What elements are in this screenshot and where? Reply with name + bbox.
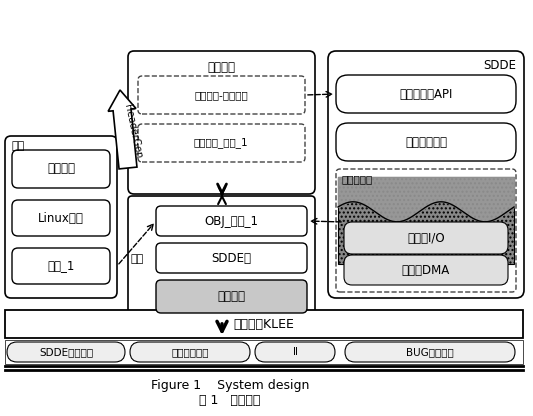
FancyBboxPatch shape [12,150,110,188]
Bar [5,340,523,364]
FancyBboxPatch shape [12,200,110,236]
FancyBboxPatch shape [138,124,305,162]
FancyBboxPatch shape [328,51,524,298]
FancyBboxPatch shape [156,280,307,313]
Text: SDDE: SDDE [483,59,516,72]
Text: 编译依赖-全部驱动: 编译依赖-全部驱动 [194,90,248,100]
FancyBboxPatch shape [7,342,125,362]
Text: Linux内核: Linux内核 [38,211,84,225]
FancyBboxPatch shape [12,248,110,284]
Text: 错误检测代码: 错误检测代码 [405,136,447,149]
Bar [5,310,523,338]
FancyBboxPatch shape [336,169,516,292]
Text: 符号化内核API: 符号化内核API [399,87,453,101]
FancyBboxPatch shape [130,342,250,362]
Text: 图 1   系统设计: 图 1 系统设计 [199,394,261,406]
FancyBboxPatch shape [255,342,335,362]
Text: OBJ_驱动_1: OBJ_驱动_1 [204,215,258,228]
Text: 错误检测模块: 错误检测模块 [171,347,209,357]
FancyBboxPatch shape [336,75,516,113]
FancyBboxPatch shape [344,222,508,254]
Text: 符号化DMA: 符号化DMA [402,263,450,277]
FancyBboxPatch shape [345,342,515,362]
Text: 编译: 编译 [131,254,143,264]
FancyBboxPatch shape [336,123,516,161]
FancyBboxPatch shape [5,136,117,298]
Text: 驱动_1: 驱动_1 [47,260,75,272]
Text: SDDE库: SDDE库 [211,252,251,265]
FancyBboxPatch shape [138,76,305,114]
FancyArrow shape [108,90,137,169]
Text: SDDE支撑模块: SDDE支撑模块 [39,347,93,357]
Text: BUG报告模块: BUG报告模块 [406,347,454,357]
Text: Figure 1    System design: Figure 1 System design [151,379,309,393]
Text: 修改后的KLEE: 修改后的KLEE [233,317,294,330]
Text: 编译依赖_驱动_1: 编译依赖_驱动_1 [193,138,248,149]
FancyBboxPatch shape [128,51,315,194]
Text: Ⅱ: Ⅱ [293,347,297,357]
Text: 执行目标: 执行目标 [217,290,245,304]
FancyBboxPatch shape [344,255,508,285]
Text: 符号化设备: 符号化设备 [341,174,372,184]
Text: 全部驱动: 全部驱动 [47,163,75,176]
Text: 中间数据: 中间数据 [207,61,235,74]
FancyBboxPatch shape [128,196,315,321]
FancyBboxPatch shape [156,243,307,273]
Text: HeaderGen: HeaderGen [123,103,143,159]
Bar [338,177,514,264]
Text: 符号化I/O: 符号化I/O [407,231,445,245]
FancyBboxPatch shape [156,206,307,236]
Text: 输人: 输人 [11,141,24,151]
